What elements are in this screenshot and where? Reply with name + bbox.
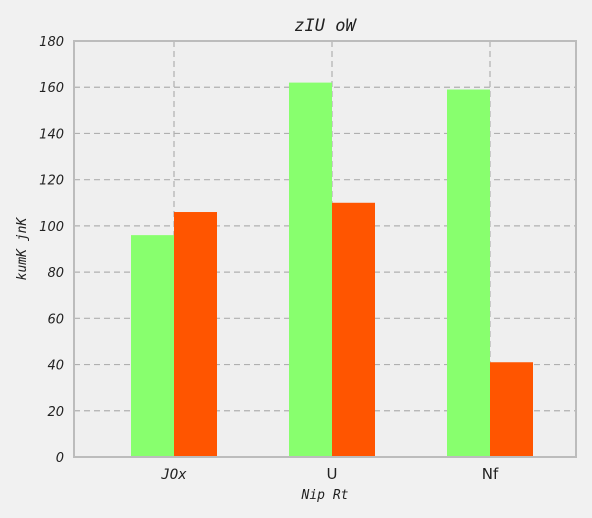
y-tick-label: 140 — [39, 127, 64, 142]
y-axis-label: kumK jnK — [15, 217, 30, 281]
x-axis-ticks: JOx U Nf — [160, 465, 499, 483]
y-tick-label: 80 — [47, 266, 64, 281]
x-tick-label: U — [327, 465, 338, 483]
bar-series-1-Nf — [447, 89, 490, 458]
bar-series-2-JOx — [174, 212, 217, 457]
plot-frame — [73, 40, 577, 458]
y-tick-label: 120 — [39, 174, 64, 189]
chart-title: zIU oW — [294, 16, 357, 36]
bar-series-1-U — [289, 82, 332, 457]
x-tick-label: JOx — [160, 467, 187, 483]
x-axis-label: Nip Rt — [301, 488, 349, 503]
y-tick-label: 0 — [56, 451, 64, 466]
bars — [131, 82, 533, 458]
y-tick-label: 60 — [47, 312, 64, 327]
bar-series-2-U — [332, 202, 375, 457]
x-tick-label: Nf — [482, 465, 499, 483]
y-tick-label: 20 — [47, 405, 64, 420]
y-tick-label: 160 — [39, 81, 64, 96]
y-tick-label: 180 — [39, 35, 64, 50]
y-axis-ticks: 0 20 40 60 80 100 120 140 160 180 — [39, 35, 64, 466]
bar-series-1-JOx — [131, 235, 174, 457]
bar-series-2-Nf — [490, 362, 533, 457]
y-tick-label: 100 — [39, 220, 64, 235]
y-tick-label: 40 — [47, 359, 64, 374]
